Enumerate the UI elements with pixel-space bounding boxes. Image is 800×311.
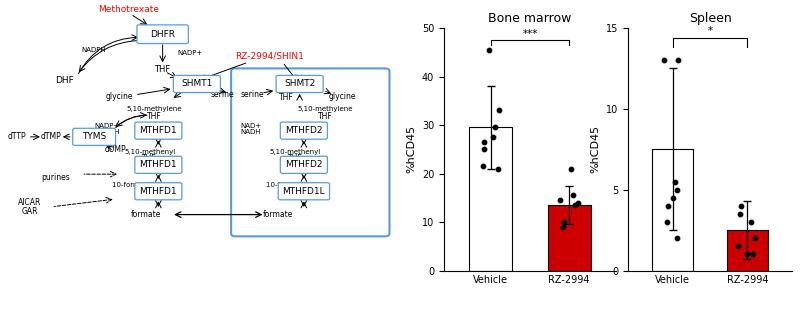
Text: DHFR: DHFR (150, 30, 175, 39)
Point (554, 198, 566, 203)
Bar (726, 230, 768, 271)
Text: 5,10-methenyl: 5,10-methenyl (270, 149, 321, 156)
Title: Spleen: Spleen (689, 12, 731, 26)
Point (566, 193, 579, 198)
Text: MTHFD1: MTHFD1 (139, 126, 177, 135)
Text: MTHFD1L: MTHFD1L (282, 187, 325, 196)
Text: NAD+: NAD+ (240, 123, 261, 129)
FancyBboxPatch shape (174, 76, 221, 93)
Text: NADH: NADH (241, 129, 261, 135)
Text: MTHFD1: MTHFD1 (139, 187, 177, 196)
Text: AICAR: AICAR (18, 198, 42, 207)
Point (732, 244, 745, 249)
Bar (547, 205, 590, 271)
Text: THF: THF (288, 154, 302, 163)
FancyBboxPatch shape (135, 122, 182, 139)
Point (669, 179, 682, 184)
Point (735, 203, 748, 208)
Point (569, 202, 582, 207)
Text: MTHFD1: MTHFD1 (139, 160, 177, 169)
Point (671, 236, 684, 241)
Point (662, 203, 674, 208)
Text: serine: serine (210, 91, 234, 99)
Text: serine: serine (241, 91, 264, 99)
Text: formate: formate (263, 210, 294, 219)
Text: ***: *** (522, 29, 538, 39)
Point (744, 220, 757, 225)
Point (749, 236, 762, 241)
Text: dTTP: dTTP (8, 132, 26, 141)
Point (661, 220, 674, 225)
Text: Methotrexate: Methotrexate (98, 5, 159, 14)
FancyBboxPatch shape (276, 76, 323, 93)
Text: 10-formyl THF: 10-formyl THF (112, 182, 162, 188)
Text: formate: formate (130, 210, 161, 219)
Point (670, 187, 683, 192)
Text: RZ-2994/SHIN1: RZ-2994/SHIN1 (235, 52, 304, 60)
Text: 10-formyl THF: 10-formyl THF (266, 182, 316, 188)
Point (482, 47, 495, 52)
Bar (470, 128, 513, 271)
Point (746, 252, 759, 257)
Text: THF: THF (146, 112, 162, 121)
Point (489, 125, 502, 130)
Point (491, 166, 504, 171)
Point (486, 135, 499, 140)
FancyBboxPatch shape (135, 183, 182, 200)
Point (666, 195, 679, 200)
Y-axis label: %hCD45: %hCD45 (406, 125, 416, 173)
Text: THF: THF (154, 66, 170, 74)
Text: glycine: glycine (329, 92, 356, 101)
Point (671, 58, 684, 63)
Text: MTHFD2: MTHFD2 (285, 126, 322, 135)
Point (557, 225, 570, 230)
Title: Bone marrow: Bone marrow (488, 12, 572, 26)
Text: dTMP: dTMP (41, 132, 62, 141)
Point (741, 252, 754, 257)
Point (478, 147, 491, 152)
Text: SHMT1: SHMT1 (181, 80, 213, 88)
Point (658, 58, 670, 63)
Text: purines: purines (42, 173, 70, 182)
FancyBboxPatch shape (137, 25, 188, 44)
Text: glycine: glycine (106, 92, 134, 101)
Text: TYMS: TYMS (82, 132, 106, 141)
Point (558, 220, 570, 225)
Text: dUMP: dUMP (105, 145, 126, 154)
Point (734, 211, 746, 216)
Text: NADPH: NADPH (82, 47, 106, 53)
Text: *: * (707, 26, 713, 36)
Point (565, 166, 578, 171)
Text: NADP+: NADP+ (178, 50, 203, 56)
Text: NADP+: NADP+ (94, 123, 120, 129)
FancyBboxPatch shape (280, 156, 327, 174)
Text: 5,10-methenyl: 5,10-methenyl (124, 149, 175, 156)
Point (478, 140, 491, 145)
Text: DHF: DHF (55, 77, 74, 85)
Text: THF: THF (279, 94, 294, 102)
Point (493, 108, 506, 113)
Text: GAR: GAR (22, 207, 38, 216)
FancyBboxPatch shape (280, 122, 327, 139)
Y-axis label: %hCD45: %hCD45 (590, 125, 600, 173)
Point (476, 164, 489, 169)
Text: THF: THF (318, 112, 333, 121)
Text: MTHFD2: MTHFD2 (285, 160, 322, 169)
FancyBboxPatch shape (278, 183, 330, 200)
FancyBboxPatch shape (73, 128, 115, 146)
Text: SHMT2: SHMT2 (284, 80, 315, 88)
Bar (652, 149, 694, 271)
Text: THF: THF (142, 154, 157, 163)
Text: 5,10-methylene: 5,10-methylene (298, 106, 353, 112)
Text: NADPH: NADPH (95, 129, 120, 135)
Text: 5,10-methylene: 5,10-methylene (126, 106, 182, 112)
Point (571, 200, 584, 205)
FancyBboxPatch shape (135, 156, 182, 174)
